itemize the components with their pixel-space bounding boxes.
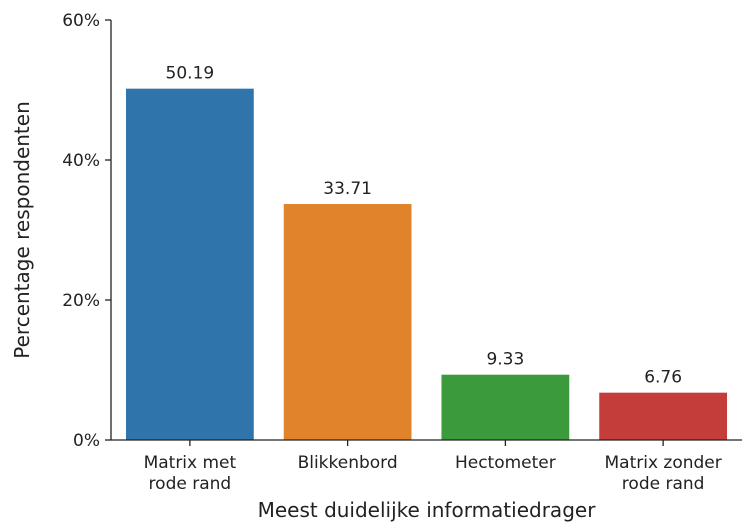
x-tick-label: Matrix zonder rode rand [604, 453, 721, 494]
y-tick-label: 60% [62, 11, 100, 31]
bars-layer [125, 88, 728, 441]
y-tick-label: 40% [62, 151, 100, 171]
bar-value-label: 33.71 [323, 179, 372, 199]
bar [441, 374, 570, 440]
bar-value-label: 50.19 [166, 64, 215, 84]
y-tick-label: 0% [73, 431, 100, 451]
y-ticks-layer: 0% 20% 40% 60% [62, 11, 111, 451]
x-ticks-layer: Matrix met rode rand Blikkenbord Hectometer… [144, 440, 722, 494]
bar-value-label: 6.76 [644, 368, 682, 388]
x-tick-label: Blikkenbord [298, 453, 398, 473]
bar [599, 392, 728, 440]
y-tick-label: 20% [62, 291, 100, 311]
x-tick-label: Hectometer [455, 453, 556, 473]
value-labels-layer: 50.19 33.71 9.33 6.76 [166, 64, 683, 388]
x-tick-label: Matrix met rode rand [144, 453, 237, 494]
bar-value-label: 9.33 [486, 350, 524, 370]
y-axis-title: Percentage respondenten [10, 101, 34, 358]
x-axis-title: Meest duidelijke informatiedrager [258, 498, 597, 522]
bar [283, 204, 412, 440]
axes-layer [110, 20, 742, 441]
bar [125, 88, 254, 441]
